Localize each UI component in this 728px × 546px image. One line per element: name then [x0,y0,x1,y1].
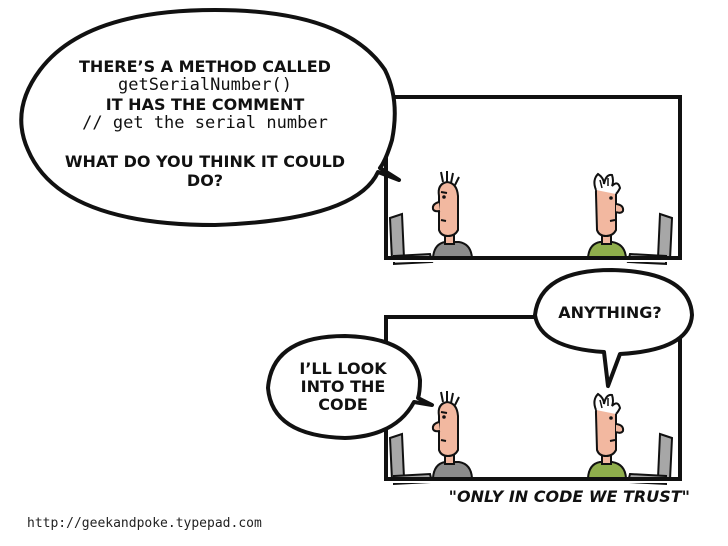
speech-bubble-3 [266,334,434,440]
speech-bubble-2 [533,268,694,388]
bubble-1-line-1: THERE’S A METHOD CALLED [79,57,331,76]
bubble-3-line-3: CODE [318,395,368,414]
bubble-3-line-2: INTO THE [300,377,386,396]
speech-bubble-1 [19,8,401,227]
speech-bubble-2-text: ANYTHING? [530,303,690,322]
bubble-2-text: ANYTHING? [558,303,662,322]
panel-2 [266,268,694,485]
bubble-1-line-6: DO? [186,171,224,190]
speech-bubble-3-text: I’LL LOOK INTO THE CODE [268,360,418,414]
bubble-1-line-3: IT HAS THE COMMENT [105,95,305,114]
speech-bubble-1-text: THERE’S A METHOD CALLED getSerialNumber(… [30,57,380,190]
credit-url: http://geekandpoke.typepad.com [27,516,262,531]
bubble-3-line-1: I’LL LOOK [299,359,387,378]
panel-1-frame [384,95,682,260]
comic-caption: "ONLY IN CODE WE TRUST" [448,487,690,506]
bubble-1-code-comment: // get the serial number [82,113,328,133]
panel-1 [19,8,682,265]
bubble-1-method-name: getSerialNumber() [118,75,292,95]
bubble-1-line-5: WHAT DO YOU THINK IT COULD [64,152,346,171]
